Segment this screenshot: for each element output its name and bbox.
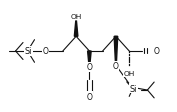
Text: O: O <box>154 47 160 56</box>
Text: O: O <box>86 92 92 101</box>
Text: Si: Si <box>25 47 32 56</box>
Text: O: O <box>86 63 92 72</box>
Text: OH: OH <box>124 70 135 76</box>
Text: Si: Si <box>130 84 137 93</box>
Polygon shape <box>74 22 78 37</box>
Polygon shape <box>114 37 118 66</box>
Text: O: O <box>113 62 119 71</box>
Polygon shape <box>88 52 91 66</box>
Text: OH: OH <box>70 14 82 20</box>
Text: O: O <box>42 47 48 56</box>
